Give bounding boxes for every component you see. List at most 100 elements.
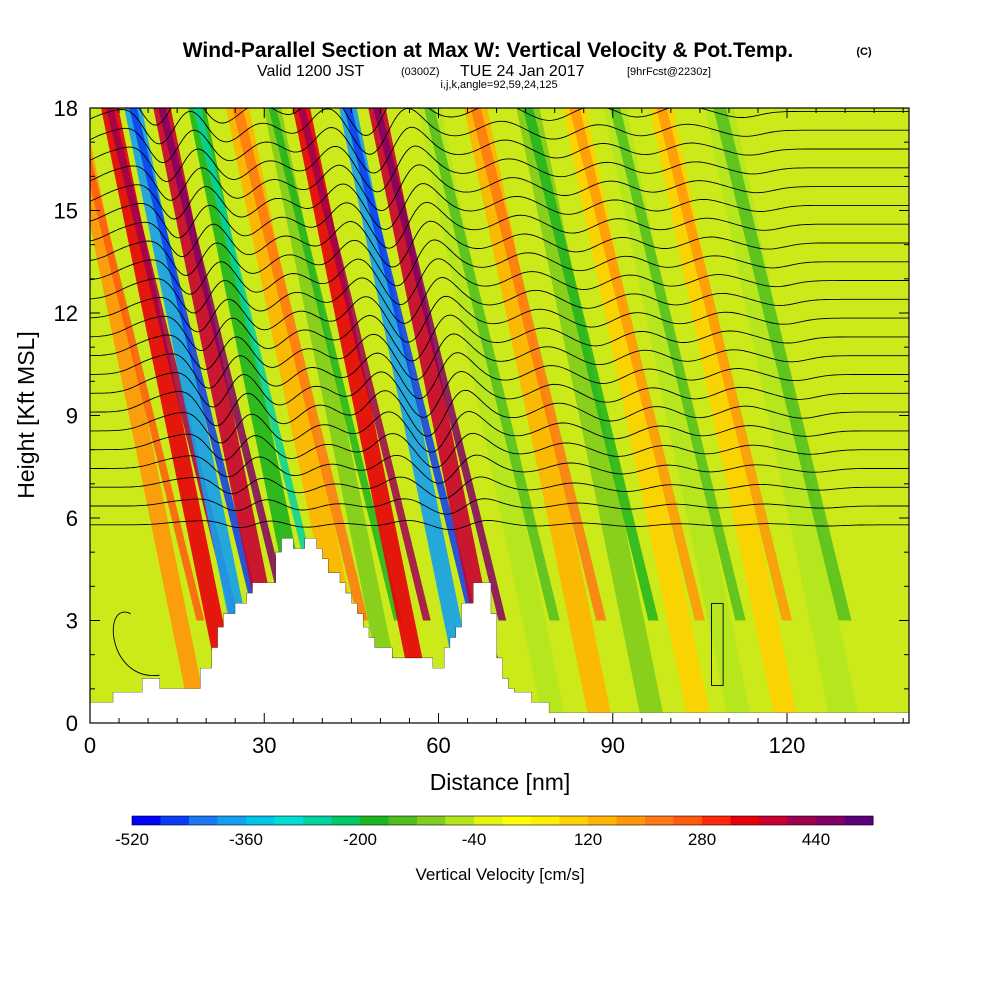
terrain [90, 538, 909, 723]
velocity-band-15 [649, 108, 799, 723]
velocity-core-12 [522, 108, 659, 621]
colorbar-swatch-5 [274, 816, 304, 825]
isentrope-5 [90, 411, 909, 453]
velocity-core-16 [713, 108, 852, 621]
velocity-core-5 [232, 108, 369, 621]
isentrope-2 [90, 476, 909, 500]
colorbar-swatch-12 [474, 816, 503, 825]
isentrope-17 [90, 183, 909, 230]
velocity-band-10 [417, 108, 567, 723]
colorbar: -520 -360 -200 -40 120 280 440 [115, 815, 874, 849]
colorbar-swatch-18 [645, 816, 674, 825]
isentrope-12 [90, 277, 909, 324]
velocity-band-6 [263, 108, 407, 723]
colorbar-swatch-25 [844, 816, 874, 825]
y-tick-label-3: 9 [66, 404, 78, 429]
colorbar-swatch-3 [217, 816, 247, 825]
velocity-core-13 [569, 108, 706, 621]
isentrope-6 [90, 389, 909, 437]
subtitle-indices: i,j,k,angle=92,59,24,125 [440, 79, 557, 91]
colorbar-swatch-11 [445, 816, 475, 825]
colorbar-swatch-4 [246, 816, 275, 825]
isentrope-0 [90, 520, 909, 531]
isentrope-3 [90, 454, 909, 484]
isentrope-14 [90, 239, 909, 287]
axes: 0 30 60 90 120 0 3 6 9 12 15 18 [54, 96, 909, 758]
velocity-core-2 [129, 108, 263, 621]
colorbar-tick-label-0: -520 [115, 830, 149, 849]
colorbar-swatch-17 [616, 816, 646, 825]
colorbar-swatch-15 [559, 816, 589, 825]
velocity-core-15 [656, 108, 793, 621]
velocity-core-10 [424, 108, 560, 621]
velocity-band-13 [562, 108, 712, 723]
colorbar-swatch-23 [787, 816, 817, 825]
isentrope-7 [90, 370, 909, 418]
isentrope-10 [90, 314, 909, 362]
copyright-mark: (C) [856, 46, 872, 58]
colorbar-swatch-14 [531, 816, 560, 825]
x-tick-label-0: 0 [84, 733, 96, 758]
isentrope-16 [90, 201, 909, 249]
x-axis-label: Distance [nm] [430, 769, 571, 795]
colorbar-swatch-9 [388, 816, 418, 825]
y-tick-label-4: 12 [54, 301, 78, 326]
isentrope-11 [90, 295, 909, 343]
colorbar-tick-label-3: -40 [462, 830, 487, 849]
isentrope-4 [90, 432, 909, 469]
isentrope-8 [90, 352, 909, 399]
colorbar-tick-label-5: 280 [688, 830, 716, 849]
velocity-core-7 [297, 108, 431, 621]
isentrope-22 [138, 108, 909, 136]
velocity-core-11 [470, 108, 607, 621]
subtitle-date: TUE 24 Jan 2017 [460, 63, 585, 80]
colorbar-swatch-20 [702, 816, 731, 825]
colorbar-tick-label-6: 440 [802, 830, 830, 849]
y-axis-label: Height [Kft MSL] [13, 331, 39, 498]
x-tick-label-2: 60 [426, 733, 450, 758]
colorbar-swatch-0 [132, 816, 161, 825]
y-tick-label-1: 3 [66, 609, 78, 634]
velocity-band-8 [339, 108, 483, 723]
colorbar-frame [131, 815, 874, 826]
colorbar-tick-label-4: 120 [574, 830, 602, 849]
colorbar-swatch-19 [673, 816, 703, 825]
velocity-core-14 [609, 108, 746, 621]
velocity-core-9 [373, 108, 507, 621]
x-tick-label-1: 30 [252, 733, 276, 758]
colorbar-swatch-13 [502, 816, 532, 825]
colorbar-swatch-24 [816, 816, 845, 825]
colorbar-swatch-1 [160, 816, 190, 825]
colorbar-label: Vertical Velocity [cm/s] [415, 865, 584, 884]
isentrope-18 [90, 164, 909, 212]
velocity-core-6 [268, 108, 402, 621]
colorbar-swatch-6 [303, 816, 332, 825]
subtitle-valid: Valid 1200 JST [257, 63, 365, 80]
velocity-core-8 [344, 108, 478, 621]
subtitle-zulu: (0300Z) [401, 66, 440, 78]
isentrope-island [711, 602, 724, 686]
y-tick-label-2: 6 [66, 506, 78, 531]
colorbar-swatch-8 [360, 816, 389, 825]
isentrope-1 [90, 498, 909, 515]
colorbar-tick-label-1: -360 [229, 830, 263, 849]
velocity-band-3 [153, 108, 297, 723]
colorbar-swatch-22 [759, 816, 788, 825]
colorbar-swatch-21 [730, 816, 760, 825]
y-tick-label-5: 15 [54, 199, 78, 224]
subtitle-forecast: [9hrFcst@2230z] [627, 66, 711, 78]
colorbar-swatch-2 [189, 816, 218, 825]
colorbar-swatch-7 [331, 816, 361, 825]
isentrope-13 [90, 258, 909, 306]
isentrope-15 [90, 220, 909, 268]
isentrope-21 [90, 108, 909, 155]
velocity-band-9 [368, 108, 512, 723]
velocity-core-3 [158, 108, 292, 621]
y-tick-label-6: 18 [54, 96, 78, 121]
chart-title: Wind-Parallel Section at Max W: Vertical… [183, 39, 794, 62]
isentrope-19 [90, 145, 909, 193]
y-tick-label-0: 0 [66, 711, 78, 736]
isentrope-20 [90, 126, 909, 174]
potential-temperature-contours [90, 108, 909, 723]
